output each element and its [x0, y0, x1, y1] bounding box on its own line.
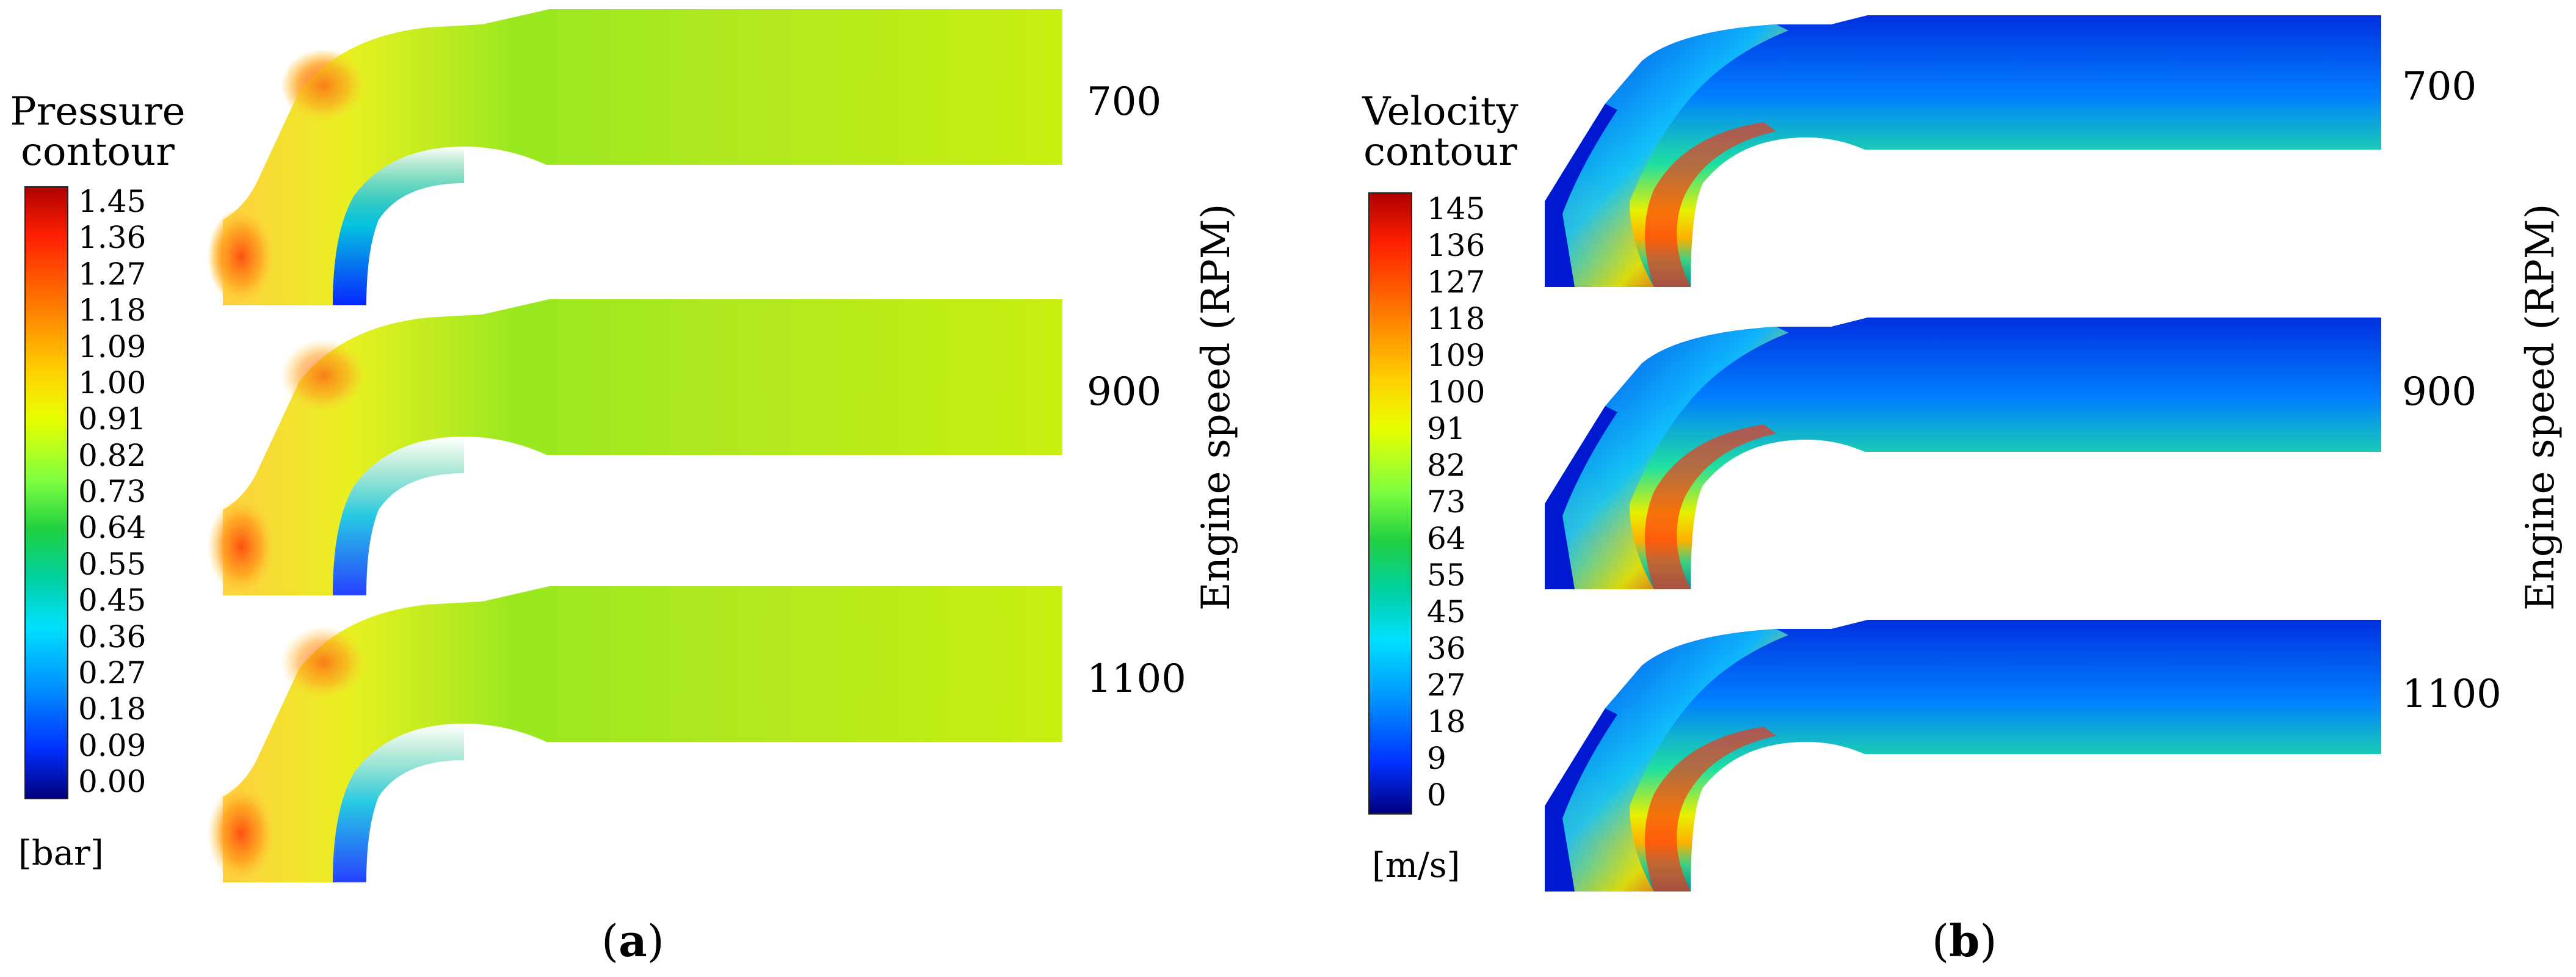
velocity-colorbar [1368, 192, 1412, 815]
colorbar-tick-label: 1.45 [78, 184, 147, 219]
colorbar-tick-label: 136 [1427, 228, 1486, 263]
rpm-label-1100: 1100 [1087, 656, 1186, 702]
colorbar-tick-label: 0.82 [78, 437, 147, 473]
colorbar-tick-label: 109 [1427, 338, 1486, 373]
colorbar-tick-label: 145 [1427, 191, 1486, 227]
colorbar-title-line1: Velocity [1362, 89, 1518, 134]
colorbar-tick-label: 64 [1427, 521, 1466, 556]
colorbar-tick-label: 100 [1427, 374, 1486, 410]
panel-a-pressure: Pressure contour 1.45 1.36 1.27 1.18 1.09 1.0… [6, 9, 1239, 967]
colorbar-tick-label: 18 [1427, 704, 1466, 739]
pressure-colorbar-title: Pressure contour [6, 92, 189, 172]
colorbar-tick-label: 0.27 [78, 655, 147, 691]
colorbar-tick-label: 0.64 [78, 510, 147, 546]
colorbar-tick-label: 0.45 [78, 583, 147, 619]
colorbar-tick-label: 82 [1427, 448, 1466, 483]
colorbar-tick-label: 73 [1427, 484, 1466, 520]
caption-letter-b: b [1949, 915, 1980, 967]
colorbar-tick-label: 0.91 [78, 401, 147, 437]
colorbar-tick-label: 0.36 [78, 619, 147, 655]
colorbar-tick-label: 36 [1427, 631, 1466, 666]
colorbar-tick-label: 91 [1427, 411, 1466, 446]
colorbar-tick-label: 0.09 [78, 727, 147, 763]
velocity-contour-field [1545, 15, 2381, 892]
rpm-label-700: 700 [2402, 64, 2477, 109]
rpm-label-900: 900 [1087, 369, 1162, 415]
velocity-unit-label: [m/s] [1372, 846, 1460, 885]
rpm-label-1100: 1100 [2402, 672, 2502, 717]
caption-letter-a: a [619, 915, 647, 967]
colorbar-title-line2: contour [21, 129, 175, 175]
colorbar-tick-label: 27 [1427, 667, 1466, 703]
engine-speed-axis-title: Engine speed (RPM) [1194, 203, 1239, 611]
colorbar-tick-label: 1.36 [78, 220, 147, 256]
colorbar-title-line2: contour [1363, 129, 1517, 175]
colorbar-tick-label: 0.18 [78, 691, 147, 727]
colorbar-tick-label: 127 [1427, 264, 1486, 300]
panel-b-velocity: Velocity contour 145 136 127 118 109 100 91 82 7… [1288, 0, 2576, 977]
colorbar-tick-label: 0.55 [78, 546, 147, 582]
colorbar-tick-label: 1.09 [78, 329, 147, 365]
colorbar-title-line1: Pressure [10, 89, 186, 134]
engine-speed-axis-title: Engine speed (RPM) [2518, 203, 2563, 611]
panel-b-caption: (b) [1932, 915, 1997, 967]
panel-a-caption: (a) [601, 915, 664, 967]
rpm-label-700: 700 [1087, 79, 1162, 125]
colorbar-tick-label: 0.73 [78, 474, 147, 509]
pressure-colorbar [24, 186, 68, 799]
velocity-colorbar-title: Velocity contour [1343, 92, 1538, 172]
colorbar-tick-label: 0 [1427, 777, 1446, 813]
colorbar-tick-label: 45 [1427, 594, 1466, 630]
pressure-contour-field [208, 9, 1062, 882]
colorbar-tick-label: 55 [1427, 558, 1466, 593]
colorbar-tick-label: 1.00 [78, 365, 147, 401]
pressure-unit-label: [bar] [18, 834, 104, 873]
colorbar-tick-label: 0.00 [78, 764, 147, 799]
rpm-label-900: 900 [2402, 369, 2477, 415]
colorbar-tick-label: 9 [1427, 741, 1446, 776]
colorbar-tick-label: 118 [1427, 301, 1486, 336]
colorbar-tick-label: 1.27 [78, 256, 147, 292]
colorbar-tick-label: 1.18 [78, 292, 147, 329]
